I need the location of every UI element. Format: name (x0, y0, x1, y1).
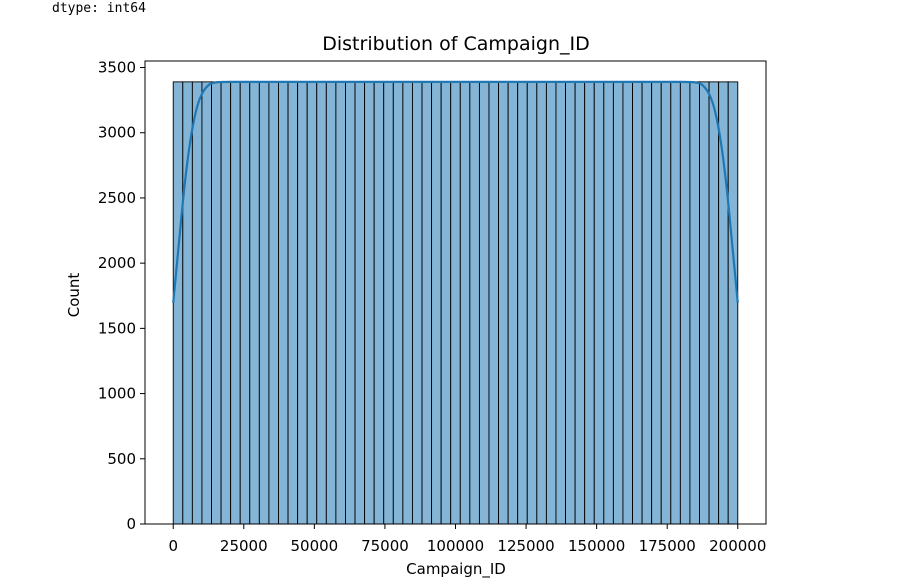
histogram-bar (220, 81, 232, 525)
histogram-bar (660, 81, 672, 525)
histogram-bar (335, 81, 346, 525)
histogram-bar (373, 81, 385, 525)
histogram-bar (708, 81, 720, 525)
histogram-bar (230, 81, 241, 525)
histogram-bar (641, 81, 653, 525)
y-tick-label: 2500 (98, 189, 136, 207)
histogram-bar (431, 81, 442, 525)
histogram-bar (211, 81, 222, 525)
y-tick-label: 3000 (98, 124, 136, 142)
histogram-bar (526, 81, 538, 525)
histogram-bar (584, 81, 595, 525)
histogram-bar (488, 81, 500, 525)
y-axis-ticks: 0 500 1000 1500 2000 2500 3000 3500 (98, 59, 145, 533)
histogram-bar (182, 81, 193, 525)
histogram-bar (287, 81, 299, 525)
x-tick-label: 50000 (291, 537, 339, 555)
histogram-bar (278, 81, 289, 525)
x-tick-label: 75000 (361, 537, 409, 555)
histogram-bar (325, 81, 337, 525)
x-tick-label: 125000 (497, 537, 554, 555)
histogram-bar (727, 81, 739, 525)
histogram-bar (306, 81, 318, 525)
histogram-bar (354, 81, 366, 525)
histogram-bar (450, 81, 461, 525)
histogram-bar (258, 81, 270, 525)
x-tick-label: 0 (168, 537, 178, 555)
x-tick-label: 100000 (427, 537, 484, 555)
histogram-bar (191, 81, 203, 525)
y-tick-label: 0 (126, 515, 136, 533)
histogram-bar (670, 81, 681, 525)
histogram-bar (507, 81, 519, 525)
histogram-bar (172, 81, 184, 525)
x-axis-label: Campaign_ID (406, 560, 506, 579)
histogram-bar (517, 81, 528, 525)
histogram-bar (421, 81, 433, 525)
histogram-bar (555, 81, 566, 525)
histogram-bar (612, 81, 624, 525)
histogram-bar (622, 81, 633, 525)
x-tick-label: 175000 (639, 537, 696, 555)
histogram-bar (593, 81, 605, 525)
histogram-bar (249, 81, 260, 525)
x-axis-ticks: 0 25000 50000 75000 100000 125000 150000 175000… (168, 524, 766, 555)
x-tick-label: 200000 (709, 537, 766, 555)
chart-title: Distribution of Campaign_ID (322, 33, 589, 55)
y-tick-label: 3500 (98, 59, 136, 77)
histogram-bar (316, 81, 327, 525)
x-tick-label: 150000 (568, 537, 625, 555)
histogram-bar (411, 81, 423, 525)
histogram-bar (679, 81, 691, 525)
histogram-bar (239, 81, 251, 525)
kde-line (172, 80, 739, 304)
histogram-bar (268, 81, 279, 525)
histogram-bar (651, 81, 662, 525)
histogram-bar (364, 81, 375, 525)
histogram-bar (402, 81, 413, 525)
histogram-bar (392, 81, 404, 525)
y-tick-label: 2000 (98, 254, 136, 272)
y-axis-label: Count (65, 273, 83, 318)
histogram-bar (440, 81, 452, 525)
histogram-bar (603, 81, 614, 525)
histogram-bar (498, 81, 509, 525)
histogram-bar (545, 81, 557, 525)
y-tick-label: 500 (107, 450, 136, 468)
bars-group (172, 81, 739, 525)
histogram-bar (699, 81, 710, 525)
histogram-bar (201, 81, 212, 525)
histogram-bar (632, 81, 643, 525)
histogram-bar (574, 81, 586, 525)
histogram-bar (536, 81, 547, 525)
y-tick-label: 1500 (98, 319, 136, 337)
histogram-bar (383, 81, 394, 525)
histogram-bar (459, 81, 471, 525)
histogram-bar (718, 81, 729, 525)
histogram-bar (469, 81, 480, 525)
histogram-bar (689, 81, 700, 525)
histogram-bar (478, 81, 490, 525)
y-tick-label: 1000 (98, 385, 136, 403)
dtype-output-text: dtype: int64 (52, 1, 146, 16)
histogram-bar (565, 81, 576, 525)
histogram-bar (345, 81, 356, 525)
histogram-bar (297, 81, 308, 525)
x-tick-label: 25000 (220, 537, 268, 555)
